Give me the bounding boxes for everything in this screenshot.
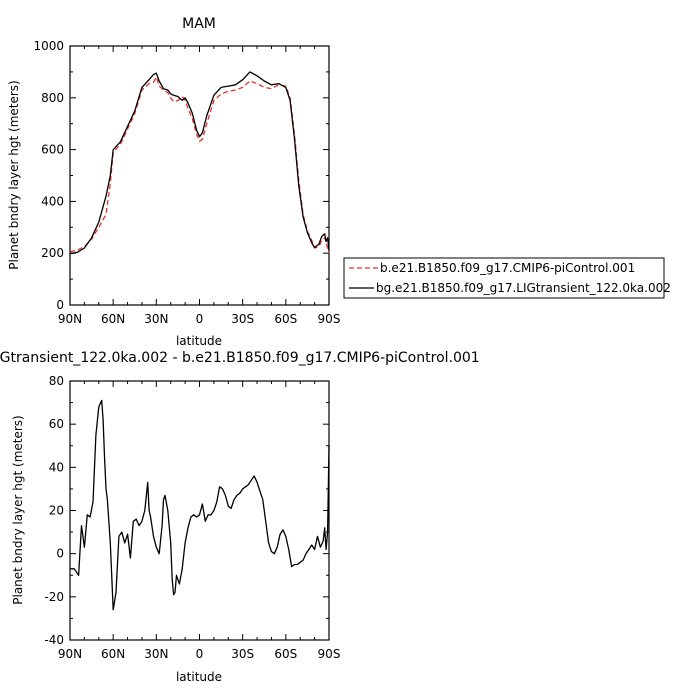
bottom-chart-xlabel: latitude	[176, 670, 222, 684]
top-y-tick-label: 1000	[33, 39, 64, 53]
top-chart-ylabel: Planet bndry layer hgt (meters)	[7, 80, 21, 270]
top-x-tick-label: 60N	[101, 312, 125, 326]
bottom-x-tick-label: 0	[196, 647, 204, 661]
bottom-chart-ylabel: Planet bndry layer hgt (meters)	[11, 415, 25, 605]
top-x-tick-label: 60S	[274, 312, 297, 326]
bottom-y-tick-label: 40	[49, 460, 64, 474]
bottom-chart-title: bg.e21.B1850.f09_g17.LIGtransient_122.0k…	[0, 350, 480, 366]
bottom-x-tick-label: 90S	[318, 647, 341, 661]
top-plot-area: 90N 60N 30N 0 30S 60S 90S 0 200 400 600 800 1000	[33, 39, 340, 326]
legend-label-transient: bg.e21.B1850.f09_g17.LIGtransient_122.0k…	[376, 281, 671, 295]
bottom-x-tick-label: 60S	[274, 647, 297, 661]
top-x-tick-label: 0	[196, 312, 204, 326]
top-y-tick-label: 0	[56, 298, 64, 312]
top-chart-title: MAM	[182, 16, 216, 32]
legend: b.e21.B1850.f09_g17.CMIP6-piControl.001 …	[343, 257, 671, 299]
bottom-y-tick-label: 0	[56, 547, 64, 561]
top-x-tick-label: 30S	[231, 312, 254, 326]
top-y-tick-label: 800	[41, 91, 64, 105]
legend-label-control: b.e21.B1850.f09_g17.CMIP6-piControl.001	[380, 261, 635, 275]
bottom-y-tick-label: 80	[49, 374, 64, 388]
top-x-tick-label: 90S	[318, 312, 341, 326]
bottom-x-tick-label: 30S	[231, 647, 254, 661]
bottom-x-tick-label: 90N	[58, 647, 82, 661]
bottom-chart: bg.e21.B1850.f09_g17.LIGtransient_122.0k…	[0, 350, 480, 684]
top-chart-xlabel: latitude	[176, 334, 222, 348]
top-y-tick-label: 400	[41, 194, 64, 208]
top-series-line-1	[69, 71, 330, 255]
legend-box	[343, 257, 665, 299]
bottom-series-line-0	[70, 399, 330, 611]
bottom-plot-frame	[69, 380, 330, 641]
top-y-tick-label: 200	[41, 246, 64, 260]
bottom-x-tick-label: 60N	[101, 647, 125, 661]
top-chart: MAM Planet bndry layer hgt (meters) lati…	[7, 16, 340, 348]
bottom-y-tick-label: 20	[49, 504, 64, 518]
bottom-y-tick-label: 60	[49, 417, 64, 431]
top-y-tick-label: 600	[41, 143, 64, 157]
top-x-tick-label: 90N	[58, 312, 82, 326]
bottom-y-tick-label: -40	[44, 633, 64, 647]
top-plot-frame	[69, 45, 330, 306]
bottom-x-tick-label: 30N	[144, 647, 168, 661]
top-x-tick-label: 30N	[144, 312, 168, 326]
bottom-plot-area: 90N 60N 30N 0 30S 60S 90S -40 -20 0 20 40 60 80	[44, 374, 340, 661]
bottom-y-tick-label: -20	[44, 590, 64, 604]
